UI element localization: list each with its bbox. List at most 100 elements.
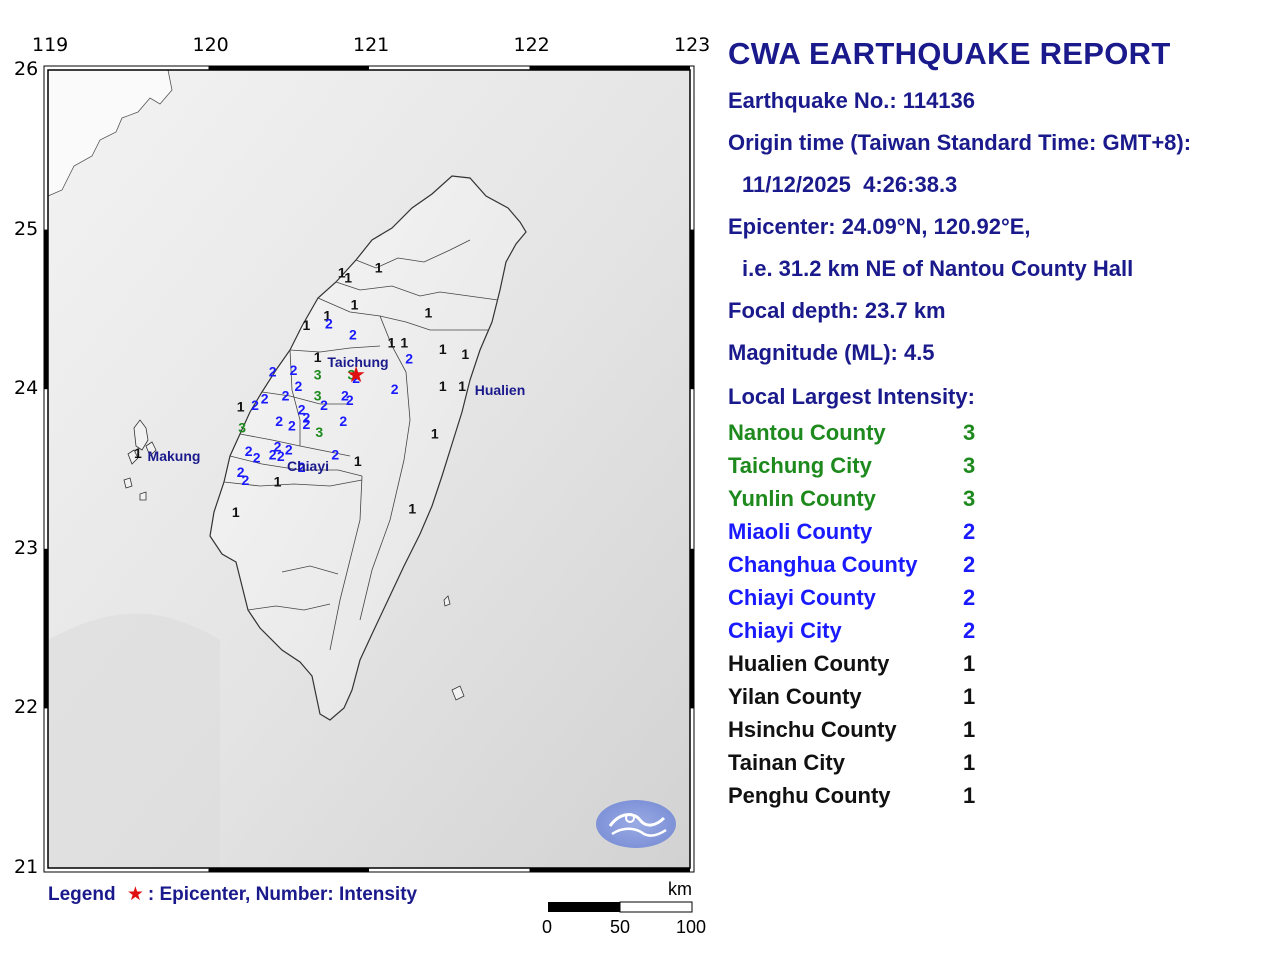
intensity-row: Yunlin County 3 xyxy=(728,482,1268,515)
station-intensity: 1 xyxy=(351,296,359,312)
earthquake-number: Earthquake No.: 114136 xyxy=(728,88,976,113)
earthquake-report: CWA EARTHQUAKE REPORT Earthquake No.: 11… xyxy=(728,36,1268,812)
intensity-row: Yilan County 1 xyxy=(728,680,1268,713)
longitude-label: 122 xyxy=(513,34,550,56)
station-intensity: 1 xyxy=(458,378,466,394)
focal-depth: Focal depth: 23.7 km xyxy=(728,298,946,323)
station-intensity: 2 xyxy=(282,387,290,403)
intensity-row: Nantou County 3 xyxy=(728,416,1268,449)
latitude-label: 23 xyxy=(14,536,39,559)
station-intensity: 1 xyxy=(424,304,432,320)
station-intensity: 1 xyxy=(314,349,322,365)
station-intensity: 2 xyxy=(349,327,357,343)
origin-time: 11/12/2025 4:26:38.3 xyxy=(742,172,958,197)
epicenter-star-icon: ★ xyxy=(346,362,366,387)
county-name: Yunlin County xyxy=(728,486,876,511)
station-intensity: 1 xyxy=(338,264,346,280)
origin-time-label: Origin time (Taiwan Standard Time: GMT+8… xyxy=(728,130,1192,155)
station-intensity: 1 xyxy=(439,341,447,357)
county-intensity: 1 xyxy=(963,750,976,775)
scale-label-50: 50 xyxy=(610,917,631,937)
county-name: Taichung City xyxy=(728,453,872,478)
latitude-label: 25 xyxy=(14,217,39,240)
scale-unit: km xyxy=(668,879,692,899)
station-intensity: 2 xyxy=(253,450,261,466)
station-intensity: 3 xyxy=(238,419,246,435)
station-intensity: 1 xyxy=(400,335,408,351)
station-intensity: 1 xyxy=(354,453,362,469)
station-intensity: 2 xyxy=(285,442,293,458)
longitude-label: 123 xyxy=(674,34,711,56)
county-name: Changhua County xyxy=(728,552,918,577)
county-name: Nantou County xyxy=(728,420,886,445)
intensity-row: Taichung City 3 xyxy=(728,449,1268,482)
station-intensity: 2 xyxy=(269,363,277,379)
county-intensity: 1 xyxy=(963,717,976,742)
county-name: Hsinchu County xyxy=(728,717,897,742)
county-intensity: 3 xyxy=(963,453,976,478)
station-intensity: 1 xyxy=(134,445,142,461)
station-intensity: 2 xyxy=(237,464,245,480)
intensity-row: Penghu County 1 xyxy=(728,779,1268,812)
station-intensity: 2 xyxy=(303,410,311,426)
seafloor-relief xyxy=(48,613,220,868)
station-intensity: 1 xyxy=(232,504,240,520)
station-intensity: 1 xyxy=(388,335,396,351)
station-intensity: 2 xyxy=(339,413,347,429)
station-intensity: 1 xyxy=(461,346,469,362)
station-intensity: 2 xyxy=(288,418,296,434)
longitude-label: 121 xyxy=(353,34,390,56)
map-frame xyxy=(43,65,695,873)
place-labels: Taichung Hualien Makung Chiayi xyxy=(148,354,526,474)
intensity-row: Changhua County 2 xyxy=(728,548,1268,581)
station-intensity: 1 xyxy=(375,260,383,276)
station-intensity: 3 xyxy=(314,367,322,383)
epicenter-star-icon: ★ xyxy=(126,884,144,905)
station-intensity: 2 xyxy=(298,402,306,418)
station-intensity: 2 xyxy=(251,397,259,413)
county-intensity: 2 xyxy=(963,618,976,643)
station-intensity: 2 xyxy=(294,378,302,394)
latitude-label: 21 xyxy=(14,856,39,878)
county-intensity: 3 xyxy=(963,486,976,511)
station-intensity: 2 xyxy=(245,443,253,459)
station-intensity: 1 xyxy=(344,269,352,285)
station-intensity: 2 xyxy=(405,351,413,367)
intensity-row: Miaoli County 2 xyxy=(728,515,1268,548)
station-intensity: 2 xyxy=(325,316,333,332)
penghu-islands xyxy=(123,419,157,501)
report-title: CWA EARTHQUAKE REPORT xyxy=(728,36,1171,71)
intensity-row: Chiayi City 2 xyxy=(728,614,1268,647)
intensity-row: Hsinchu County 1 xyxy=(728,713,1268,746)
station-intensity: 1 xyxy=(431,426,439,442)
county-name: Penghu County xyxy=(728,783,891,808)
station-intensity: 2 xyxy=(298,459,306,475)
epicenter-coordinates: Epicenter: 24.09°N, 120.92°E, xyxy=(728,214,1031,239)
station-intensity: 2 xyxy=(275,413,283,429)
station-intensity: 1 xyxy=(237,399,245,415)
intensity-row: Tainan City 1 xyxy=(728,746,1268,779)
county-name: Miaoli County xyxy=(728,519,873,544)
legend-text: : Epicenter, Number: Intensity xyxy=(147,884,418,905)
orchid-island xyxy=(451,685,465,701)
intensity-row: Chiayi County 2 xyxy=(728,581,1268,614)
local-largest-intensity-label: Local Largest Intensity: xyxy=(728,384,975,409)
latitude-label: 24 xyxy=(14,377,39,400)
station-intensity: 1 xyxy=(274,474,282,490)
county-intensity: 1 xyxy=(963,651,976,676)
station-intensity: 2 xyxy=(277,448,285,464)
scale-label-100: 100 xyxy=(676,917,707,937)
county-name: Chiayi County xyxy=(728,585,876,610)
station-intensity: 3 xyxy=(315,424,323,440)
epicenter-description: i.e. 31.2 km NE of Nantou County Hall xyxy=(742,256,1134,281)
intensity-list: Nantou County 3 Taichung City 3 Yunlin Count… xyxy=(728,416,1268,812)
station-intensity: 2 xyxy=(303,416,311,432)
county-boundaries xyxy=(223,239,499,651)
county-intensity: 2 xyxy=(963,519,976,544)
station-intensity: 3 xyxy=(347,367,355,383)
legend-title: Legend xyxy=(48,884,116,905)
longitude-label: 120 xyxy=(192,34,229,56)
station-intensity: 1 xyxy=(439,378,447,394)
